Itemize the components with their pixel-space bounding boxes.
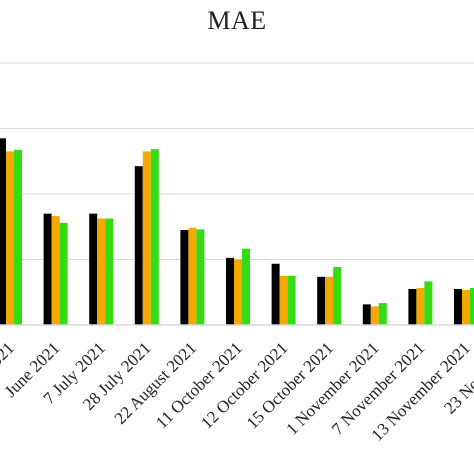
bar bbox=[408, 288, 417, 325]
bar bbox=[134, 166, 143, 325]
bar bbox=[271, 263, 280, 325]
bar bbox=[43, 213, 52, 325]
bar bbox=[317, 276, 326, 325]
bar bbox=[97, 218, 106, 325]
gridlines bbox=[0, 62, 474, 260]
bar bbox=[424, 281, 433, 325]
bar bbox=[287, 275, 296, 326]
bar bbox=[89, 213, 98, 325]
bar bbox=[378, 303, 387, 325]
bar bbox=[180, 230, 189, 325]
bar bbox=[325, 276, 334, 325]
bar bbox=[370, 306, 379, 325]
bar bbox=[362, 304, 371, 325]
bar bbox=[242, 248, 250, 325]
bar bbox=[470, 287, 474, 325]
bar bbox=[454, 288, 462, 325]
bar bbox=[416, 287, 425, 325]
bar bbox=[105, 218, 114, 325]
x-tick-label: 2021 bbox=[0, 338, 18, 375]
bar bbox=[14, 149, 22, 325]
bar bbox=[51, 215, 60, 325]
bars bbox=[0, 138, 474, 326]
bar bbox=[59, 222, 68, 325]
bar bbox=[150, 149, 159, 325]
bar bbox=[279, 275, 288, 326]
bar bbox=[0, 138, 6, 325]
bar bbox=[6, 151, 14, 325]
bar bbox=[234, 259, 242, 325]
bar bbox=[142, 151, 151, 325]
bar bbox=[462, 289, 470, 325]
bar bbox=[196, 229, 205, 325]
chart-title: MAE bbox=[207, 6, 267, 35]
bar bbox=[226, 257, 234, 325]
bar bbox=[333, 267, 342, 325]
bar bbox=[188, 227, 197, 325]
